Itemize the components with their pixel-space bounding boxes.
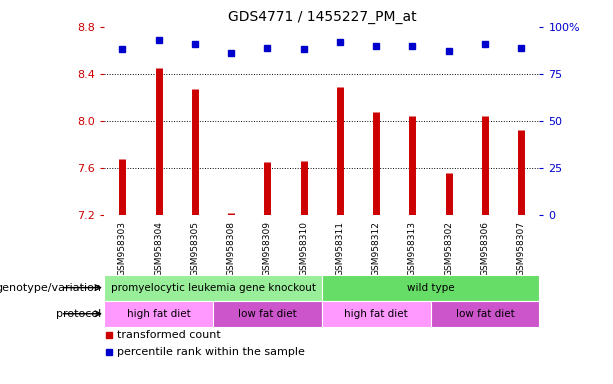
Text: protocol: protocol xyxy=(56,309,101,319)
Text: high fat diet: high fat diet xyxy=(127,309,191,319)
Bar xyxy=(430,301,539,327)
Text: GSM958304: GSM958304 xyxy=(154,221,163,276)
Bar xyxy=(104,275,322,301)
Bar xyxy=(213,301,322,327)
Text: GSM958302: GSM958302 xyxy=(444,221,453,276)
Text: GSM958305: GSM958305 xyxy=(191,221,199,276)
Text: low fat diet: low fat diet xyxy=(238,309,297,319)
Text: GSM958307: GSM958307 xyxy=(517,221,526,276)
Text: low fat diet: low fat diet xyxy=(455,309,514,319)
Text: GSM958309: GSM958309 xyxy=(263,221,272,276)
Text: GSM958306: GSM958306 xyxy=(481,221,490,276)
Text: promyelocytic leukemia gene knockout: promyelocytic leukemia gene knockout xyxy=(110,283,316,293)
Text: genotype/variation: genotype/variation xyxy=(0,283,101,293)
Text: GSM958310: GSM958310 xyxy=(299,221,308,276)
Text: percentile rank within the sample: percentile rank within the sample xyxy=(117,347,305,357)
Text: transformed count: transformed count xyxy=(117,330,221,341)
Text: high fat diet: high fat diet xyxy=(345,309,408,319)
Text: GSM958311: GSM958311 xyxy=(335,221,345,276)
Text: GSM958303: GSM958303 xyxy=(118,221,127,276)
Text: GSM958312: GSM958312 xyxy=(371,221,381,276)
Bar xyxy=(322,301,430,327)
Bar xyxy=(104,301,213,327)
Text: GSM958308: GSM958308 xyxy=(227,221,235,276)
Text: GSM958313: GSM958313 xyxy=(408,221,417,276)
Text: wild type: wild type xyxy=(407,283,454,293)
Bar xyxy=(322,275,539,301)
Title: GDS4771 / 1455227_PM_at: GDS4771 / 1455227_PM_at xyxy=(227,10,416,25)
